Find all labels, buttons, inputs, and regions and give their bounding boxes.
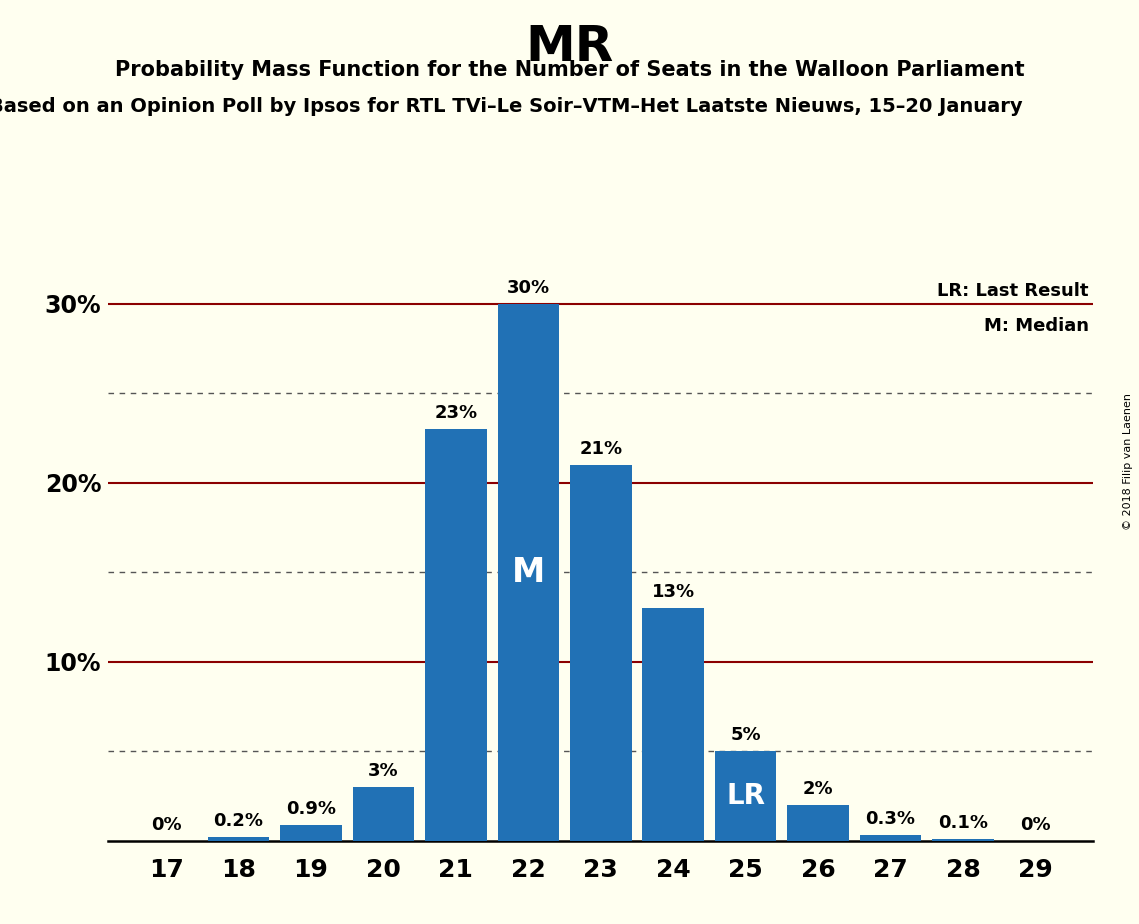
Text: 5%: 5% bbox=[730, 726, 761, 744]
Text: LR: LR bbox=[727, 782, 765, 810]
Text: Based on an Opinion Poll by Ipsos for RTL TVi–Le Soir–VTM–Het Laatste Nieuws, 15: Based on an Opinion Poll by Ipsos for RT… bbox=[0, 97, 1022, 116]
Text: 0%: 0% bbox=[150, 816, 181, 833]
Text: MR: MR bbox=[525, 23, 614, 71]
Bar bbox=[715, 751, 777, 841]
Text: 13%: 13% bbox=[652, 583, 695, 601]
Text: 0.1%: 0.1% bbox=[939, 814, 988, 832]
Text: 0.3%: 0.3% bbox=[866, 810, 916, 828]
Bar bbox=[787, 805, 849, 841]
Text: M: M bbox=[511, 556, 544, 589]
Bar bbox=[280, 825, 342, 841]
Text: Probability Mass Function for the Number of Seats in the Walloon Parliament: Probability Mass Function for the Number… bbox=[115, 60, 1024, 80]
Text: 3%: 3% bbox=[368, 762, 399, 780]
Text: 0.9%: 0.9% bbox=[286, 799, 336, 818]
Text: 30%: 30% bbox=[507, 279, 550, 297]
Text: 2%: 2% bbox=[803, 780, 834, 797]
Text: LR: Last Result: LR: Last Result bbox=[937, 283, 1089, 300]
Bar bbox=[425, 429, 486, 841]
Text: 0%: 0% bbox=[1021, 816, 1051, 833]
Bar bbox=[932, 839, 994, 841]
Text: 23%: 23% bbox=[434, 404, 477, 422]
Text: M: Median: M: Median bbox=[983, 317, 1089, 334]
Bar bbox=[353, 787, 415, 841]
Bar bbox=[207, 837, 270, 841]
Bar bbox=[860, 835, 921, 841]
Text: 21%: 21% bbox=[580, 440, 622, 457]
Text: 0.2%: 0.2% bbox=[214, 812, 263, 830]
Bar bbox=[642, 608, 704, 841]
Bar bbox=[570, 465, 632, 841]
Bar bbox=[498, 304, 559, 841]
Text: © 2018 Filip van Laenen: © 2018 Filip van Laenen bbox=[1123, 394, 1133, 530]
